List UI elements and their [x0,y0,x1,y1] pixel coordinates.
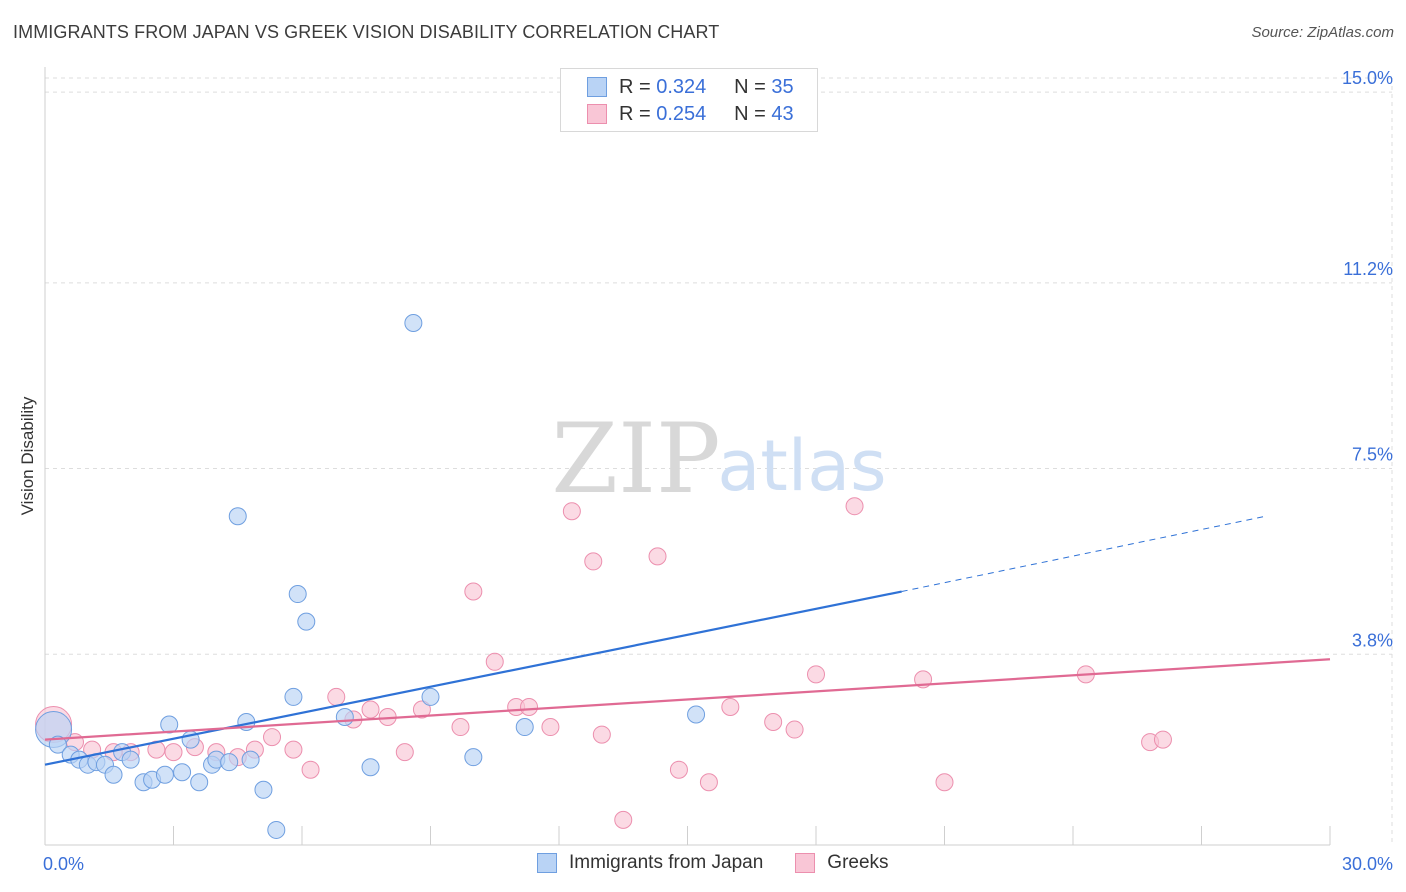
legend-label-greeks: Greeks [827,852,889,873]
point-greeks [412,700,431,719]
point-japan [335,708,354,727]
y-tick-label: 3.8% [1352,630,1393,650]
legend-swatch-greeks [587,104,607,124]
y-tick-label: 15.0% [1342,68,1393,88]
point-greeks [520,697,539,716]
tick-labels: 3.8% 7.5% 11.2% 15.0% 0.0% 30.0% [43,68,1393,874]
point-greeks [263,728,282,747]
legend-r-label: R = [619,102,651,125]
watermark-atlas: atlas [717,425,886,507]
legend-n-label: N = [734,102,766,125]
point-japan [173,763,192,782]
point-greeks [464,582,483,601]
point-japan [297,612,316,631]
point-japan [160,715,179,734]
point-japan [104,765,123,784]
legend-row-greeks: R = 0.254 N = 43 [587,102,794,126]
point-greeks [935,773,954,792]
point-greeks [301,760,320,779]
point-japan [241,750,260,769]
point-greeks [361,700,380,719]
legend-r-value: 0.254 [656,102,707,125]
point-greeks [395,743,414,762]
watermark: ZIP atlas [551,403,886,515]
point-japan [220,753,239,772]
stats-legend: R = 0.324 N = 35 R = 0.254 N = 43 [560,68,818,132]
point-greeks [562,502,581,521]
trend-line-greeks [44,658,1331,741]
point-japan [284,687,303,706]
point-greeks [699,773,718,792]
data-points [35,313,1172,839]
point-greeks [284,740,303,759]
point-greeks [614,810,633,829]
trend-line-japan [44,590,902,766]
point-japan [121,750,140,769]
point-greeks [648,547,667,566]
point-japan [464,748,483,767]
point-japan [404,313,423,332]
point-japan [155,765,174,784]
point-greeks [164,743,183,762]
y-tick-label: 7.5% [1352,445,1393,465]
y-tick-label: 11.2% [1343,259,1393,279]
point-japan [421,687,440,706]
point-greeks [669,760,688,779]
point-japan [288,585,307,604]
point-greeks [721,697,740,716]
point-greeks [327,687,346,706]
trend-line-japan-extension [901,515,1266,593]
legend-n-value: 43 [771,102,794,125]
series-legend: Immigrants from Japan Greeks [537,852,921,874]
legend-item-japan[interactable]: Immigrants from Japan [537,852,763,874]
point-greeks [584,552,603,571]
legend-swatch-greeks [795,853,816,873]
legend-label-japan: Immigrants from Japan [569,852,764,873]
point-greeks [592,725,611,744]
legend-row-japan: R = 0.324 N = 35 [587,75,794,99]
chart-title: IMMIGRANTS FROM JAPAN VS GREEK VISION DI… [13,22,720,42]
point-japan [515,718,534,737]
point-greeks [451,718,470,737]
legend-n-label: N = [734,75,766,98]
point-japan [228,507,247,526]
point-greeks [845,497,864,516]
legend-swatch-japan [587,77,607,97]
point-greeks [485,652,504,671]
legend-n-value: 35 [771,75,794,98]
legend-swatch-japan [537,853,557,873]
point-japan [48,735,67,754]
legend-item-greeks[interactable]: Greeks [795,852,889,874]
point-greeks [541,718,560,737]
point-greeks [785,720,804,739]
point-greeks [807,665,825,684]
x-tick-label: 30.0% [1342,854,1393,874]
point-greeks [764,713,783,732]
point-japan [267,820,286,839]
point-japan [190,773,209,792]
point-greeks [1153,730,1172,749]
legend-r-value: 0.324 [656,75,707,98]
watermark-zip: ZIP [551,403,720,515]
x-tick-label: 0.0% [43,854,84,874]
trend-lines [44,515,1331,766]
point-japan [254,780,273,799]
legend-r-label: R = [619,75,651,98]
source-label: Source: ZipAtlas.com [1251,24,1394,41]
point-japan [361,758,380,777]
point-japan [687,705,706,724]
